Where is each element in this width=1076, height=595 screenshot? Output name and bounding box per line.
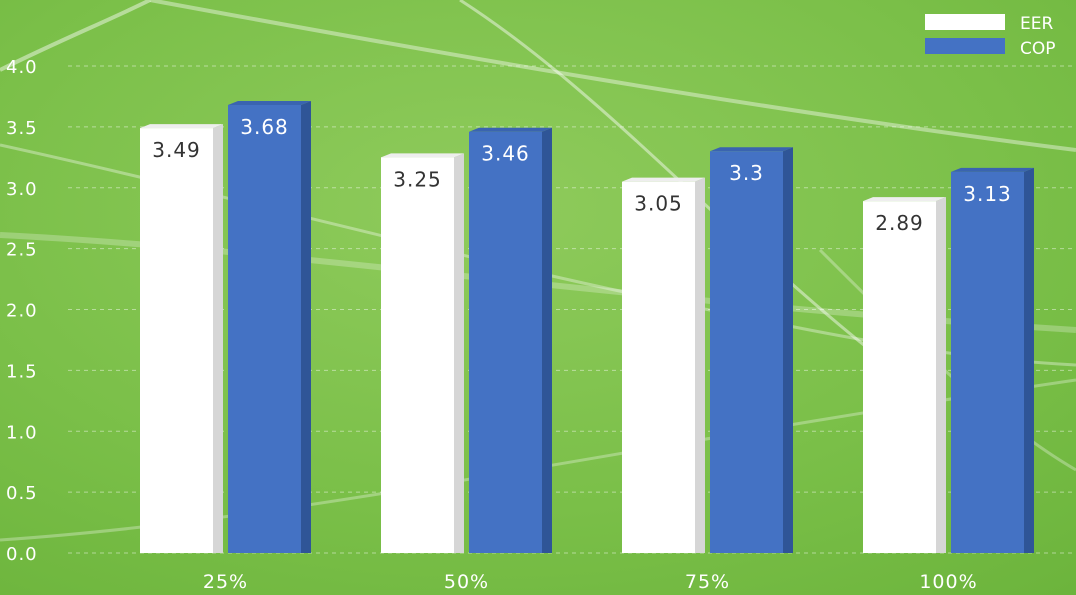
data-labels: 3.49 3.68 3.25 3.46 3.05 3.3 2.89 3.13 xyxy=(152,115,1012,235)
bar-cop-2 xyxy=(710,147,793,553)
bar-cop-1 xyxy=(469,127,552,554)
data-label: 3.13 xyxy=(963,182,1012,206)
bar-face xyxy=(140,128,213,553)
y-tick-label: 0.0 xyxy=(6,544,38,565)
bar-face xyxy=(381,157,454,553)
bar-top xyxy=(140,124,223,129)
x-tick-label: 100% xyxy=(919,571,977,593)
bar-top xyxy=(863,197,946,202)
bar-top xyxy=(622,177,705,182)
bar-cop-3 xyxy=(951,167,1034,554)
data-label: 3.46 xyxy=(481,142,530,166)
data-label: 3.25 xyxy=(393,167,442,191)
bar-face xyxy=(710,151,783,553)
legend-label-eer: EER xyxy=(1020,14,1053,34)
y-axis: 0.0 0.5 1.0 1.5 2.0 2.5 3.0 3.5 4.0 xyxy=(6,57,38,565)
data-label: 3.05 xyxy=(634,192,683,216)
bar-side xyxy=(213,124,223,553)
bar-top xyxy=(228,100,311,105)
data-label: 3.3 xyxy=(729,161,764,185)
y-tick-label: 2.0 xyxy=(6,301,38,322)
legend-swatch-eer xyxy=(925,14,1005,30)
legend-label-cop: COP xyxy=(1020,39,1056,59)
bar-face xyxy=(622,181,695,553)
y-tick-label: 3.0 xyxy=(6,179,38,200)
bar-side xyxy=(936,197,946,553)
x-tick-label: 50% xyxy=(444,571,489,593)
bar-top xyxy=(469,127,552,132)
bar-side xyxy=(783,147,793,553)
bar-face xyxy=(951,171,1024,554)
bar-eer-3 xyxy=(863,197,946,553)
bar-face xyxy=(469,131,542,553)
legend-swatch-cop xyxy=(925,38,1005,54)
bars xyxy=(140,100,1034,554)
y-tick-label: 3.5 xyxy=(6,118,38,139)
bar-side xyxy=(301,100,311,554)
data-label: 3.68 xyxy=(240,115,289,139)
bar-face xyxy=(228,104,301,554)
y-tick-label: 4.0 xyxy=(6,57,38,78)
bar-side xyxy=(1024,167,1034,554)
bar-top xyxy=(951,167,1034,172)
bar-eer-0 xyxy=(140,124,223,553)
y-tick-label: 1.0 xyxy=(6,422,38,443)
bar-side xyxy=(695,177,705,553)
x-axis: 25% 50% 75% 100% xyxy=(203,571,977,593)
bar-cop-0 xyxy=(228,100,311,554)
bar-eer-2 xyxy=(622,177,705,553)
bar-side xyxy=(454,153,464,553)
data-label: 2.89 xyxy=(875,211,924,235)
x-tick-label: 25% xyxy=(203,571,248,593)
y-tick-label: 0.5 xyxy=(6,483,38,504)
bar-side xyxy=(542,127,552,554)
bar-top xyxy=(710,147,793,152)
legend: EER COP xyxy=(925,14,1056,59)
data-label: 3.49 xyxy=(152,138,201,162)
x-tick-label: 75% xyxy=(685,571,730,593)
bar-face xyxy=(863,201,936,553)
bar-eer-1 xyxy=(381,153,464,553)
bar-top xyxy=(381,153,464,158)
y-tick-label: 1.5 xyxy=(6,361,38,382)
y-tick-label: 2.5 xyxy=(6,240,38,261)
